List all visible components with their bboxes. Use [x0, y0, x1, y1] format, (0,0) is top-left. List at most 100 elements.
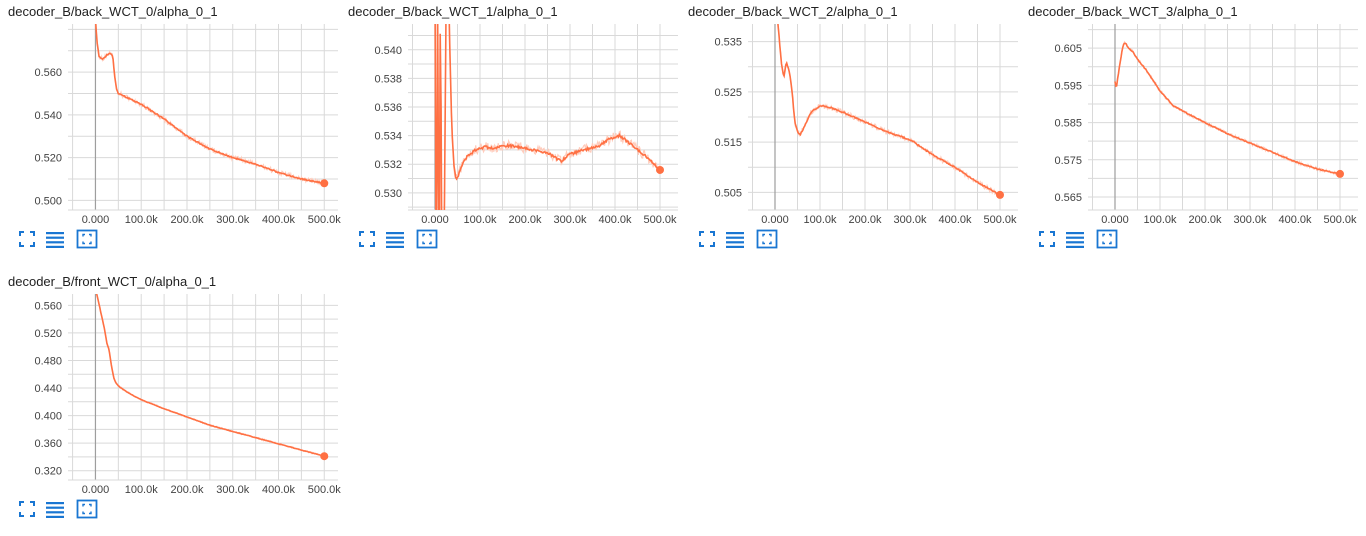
chart-plot[interactable]: 0.000 100.0k 200.0k 300.0k 400.0k 500.0k 0.565…	[1028, 22, 1364, 226]
x-tick-label: 500.0k	[643, 214, 677, 226]
grid	[68, 294, 338, 481]
expand-icon[interactable]	[16, 498, 38, 520]
grid	[408, 24, 678, 211]
x-tick-label: 300.0k	[893, 214, 927, 226]
x-tick-label: 400.0k	[262, 214, 296, 226]
series-smoothed-line[interactable]	[95, 19, 325, 185]
list-icon[interactable]	[724, 228, 746, 250]
x-tick-label: 400.0k	[598, 214, 632, 226]
x-tick-label: 200.0k	[508, 214, 542, 226]
y-tick-label: 0.520	[34, 328, 62, 340]
y-tick-label: 0.540	[34, 110, 62, 122]
expand-icon[interactable]	[16, 228, 38, 250]
fit-to-data-icon[interactable]	[76, 498, 98, 520]
chart-card-back-wct-1: decoder_B/back_WCT_1/alpha_0_1 0.000 100.…	[348, 0, 684, 266]
x-tick-label: 200.0k	[848, 214, 882, 226]
grid	[68, 24, 338, 211]
expand-icon[interactable]	[1036, 228, 1058, 250]
x-tick-label: 200.0k	[1188, 214, 1222, 226]
chart-title: decoder_B/back_WCT_3/alpha_0_1	[1028, 4, 1238, 19]
x-tick-label: 100.0k	[463, 214, 497, 226]
x-tick-label: 300.0k	[216, 484, 250, 496]
last-point-marker[interactable]	[320, 179, 329, 188]
y-tick-label: 0.565	[1054, 192, 1082, 204]
chart-card-back-wct-2: decoder_B/back_WCT_2/alpha_0_1 0.000 100.…	[688, 0, 1024, 266]
x-tick-label: 0.000	[1101, 214, 1129, 226]
grid	[748, 24, 1018, 211]
chart-card-front-wct-0: decoder_B/front_WCT_0/alpha_0_1 0.000 100…	[8, 270, 344, 536]
x-tick-label: 400.0k	[262, 484, 296, 496]
last-point-marker[interactable]	[656, 165, 664, 174]
y-tick-label: 0.500	[34, 195, 62, 207]
last-point-marker[interactable]	[1336, 169, 1344, 178]
grid	[1088, 24, 1358, 211]
chart-title: decoder_B/back_WCT_2/alpha_0_1	[688, 4, 898, 19]
expand-icon[interactable]	[356, 228, 378, 250]
last-point-marker[interactable]	[996, 190, 1004, 199]
list-icon[interactable]	[1064, 228, 1086, 250]
chart-plot[interactable]: 0.000 100.0k 200.0k 300.0k 400.0k 500.0k 0.530…	[348, 22, 684, 226]
y-tick-label: 0.540	[374, 45, 402, 57]
fit-to-data-icon[interactable]	[416, 228, 438, 250]
list-icon[interactable]	[44, 228, 66, 250]
series-smoothed-line[interactable]	[1114, 42, 1341, 175]
fit-to-data-icon[interactable]	[76, 228, 98, 250]
y-tick-label: 0.538	[374, 73, 402, 85]
x-tick-label: 500.0k	[308, 484, 342, 496]
y-tick-label: 0.530	[374, 188, 402, 200]
x-tick-label: 0.000	[82, 484, 110, 496]
series-smoothed-line[interactable]	[434, 0, 661, 312]
x-tick-label: 100.0k	[803, 214, 837, 226]
series-smoothed-line[interactable]	[95, 288, 325, 457]
chart-title: decoder_B/back_WCT_0/alpha_0_1	[8, 4, 218, 19]
y-tick-label: 0.320	[34, 466, 62, 478]
y-tick-label: 0.400	[34, 411, 62, 423]
x-tick-label: 0.000	[421, 214, 449, 226]
chart-plot[interactable]: 0.000 100.0k 200.0k 300.0k 400.0k 500.0k 0.505…	[688, 22, 1024, 226]
x-tick-label: 500.0k	[308, 214, 342, 226]
x-tick-label: 0.000	[82, 214, 110, 226]
x-tick-label: 100.0k	[125, 214, 159, 226]
y-tick-label: 0.515	[714, 137, 742, 149]
x-tick-label: 400.0k	[938, 214, 972, 226]
series-smoothed-line[interactable]	[777, 16, 1001, 196]
y-tick-label: 0.560	[34, 300, 62, 312]
chart-title: decoder_B/front_WCT_0/alpha_0_1	[8, 274, 217, 289]
y-tick-label: 0.525	[714, 87, 742, 99]
last-point-marker[interactable]	[320, 452, 329, 461]
y-tick-label: 0.575	[1054, 155, 1082, 167]
x-tick-label: 100.0k	[1143, 214, 1177, 226]
expand-icon[interactable]	[696, 228, 718, 250]
chart-card-back-wct-3: decoder_B/back_WCT_3/alpha_0_1 0.000 100.…	[1028, 0, 1364, 266]
chart-plot[interactable]: 0.000 100.0k 200.0k 300.0k 400.0k 500.0k 0.500…	[8, 19, 344, 226]
y-tick-label: 0.595	[1054, 80, 1082, 92]
x-tick-label: 300.0k	[1233, 214, 1267, 226]
fit-to-data-icon[interactable]	[1096, 228, 1118, 250]
x-tick-label: 300.0k	[553, 214, 587, 226]
x-tick-label: 300.0k	[216, 214, 250, 226]
list-icon[interactable]	[384, 228, 406, 250]
y-tick-label: 0.520	[34, 153, 62, 165]
y-tick-label: 0.560	[34, 67, 62, 79]
y-tick-label: 0.440	[34, 383, 62, 395]
x-tick-label: 200.0k	[170, 484, 204, 496]
x-tick-label: 500.0k	[983, 214, 1017, 226]
y-tick-label: 0.534	[374, 131, 402, 143]
x-tick-label: 100.0k	[125, 484, 159, 496]
y-tick-label: 0.605	[1054, 43, 1082, 55]
x-tick-label: 0.000	[761, 214, 789, 226]
y-tick-label: 0.532	[374, 159, 402, 171]
y-tick-label: 0.480	[34, 355, 62, 367]
y-tick-label: 0.360	[34, 438, 62, 450]
x-tick-label: 200.0k	[170, 214, 204, 226]
y-tick-label: 0.536	[374, 102, 402, 114]
y-tick-label: 0.505	[714, 187, 742, 199]
chart-card-back-wct-0: decoder_B/back_WCT_0/alpha_0_1 0.000 100.…	[8, 0, 344, 266]
y-tick-label: 0.585	[1054, 118, 1082, 130]
chart-title: decoder_B/back_WCT_1/alpha_0_1	[348, 4, 558, 19]
chart-plot[interactable]: 0.000 100.0k 200.0k 300.0k 400.0k 500.0k 0.320…	[8, 292, 344, 496]
list-icon[interactable]	[44, 498, 66, 520]
series-raw-line	[777, 24, 1001, 198]
x-tick-label: 500.0k	[1323, 214, 1357, 226]
fit-to-data-icon[interactable]	[756, 228, 778, 250]
